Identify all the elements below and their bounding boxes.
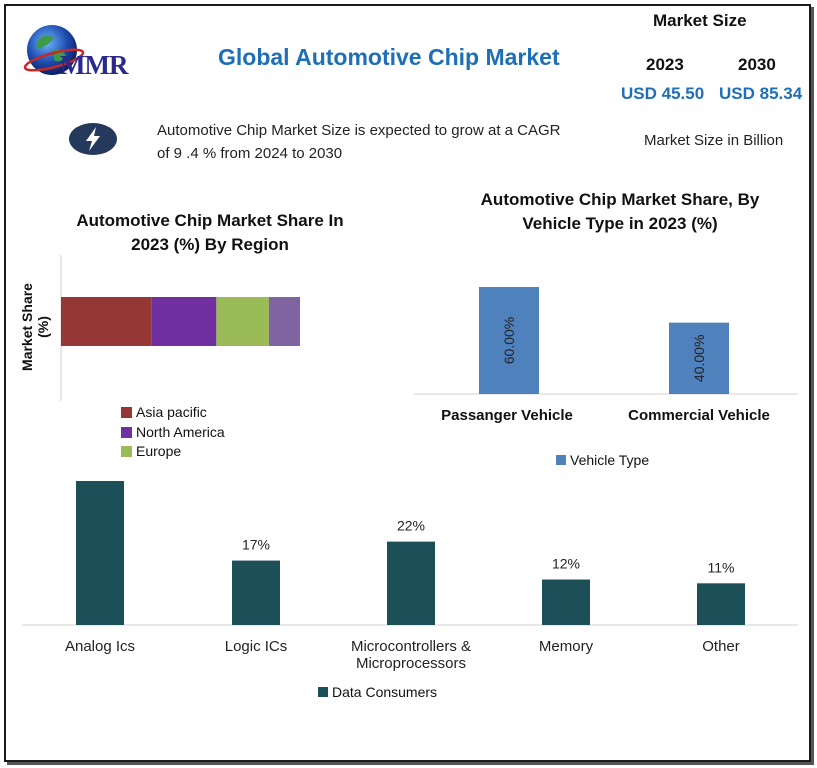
segment-other xyxy=(268,297,300,346)
legend-europe: Europe xyxy=(121,443,225,459)
year-2023: 2023 xyxy=(646,55,684,74)
region-y-axis-label: Market Share (%) xyxy=(19,283,51,371)
legend-label: North America xyxy=(136,424,225,440)
value-2030: USD 85.34 xyxy=(719,84,803,103)
vehicle-legend: Vehicle Type xyxy=(556,452,649,468)
page-title: Global Automotive Chip Market xyxy=(218,44,560,70)
region-stacked-bar-chart xyxy=(60,255,300,401)
data-consumers-bar xyxy=(76,481,124,625)
data-consumers-bar xyxy=(542,579,590,625)
year-2030: 2030 xyxy=(738,55,776,74)
segment-north-america xyxy=(151,297,217,346)
data-consumers-swatch xyxy=(318,687,328,697)
data-consumers-bar xyxy=(387,541,435,625)
cagr-info-line1: Automotive Chip Market Size is expected … xyxy=(157,122,561,139)
region-title-line2: 2023 (%) By Region xyxy=(131,235,289,254)
segment-asia-pacific xyxy=(61,297,152,346)
unit-note: Market Size in Billion xyxy=(644,132,784,149)
vehicle-bar-chart: 60.00% 40.00% xyxy=(414,287,798,395)
region-chart-title: Automotive Chip Market Share In 2023 (%)… xyxy=(50,209,370,257)
data-consumers-bar xyxy=(232,560,280,625)
value-2023: USD 45.50 xyxy=(621,84,705,103)
data-consumers-category-label: Logic ICs xyxy=(224,638,288,655)
legend-label: Europe xyxy=(136,443,182,459)
logo-text: MMR xyxy=(60,50,128,80)
vehicle-type-swatch xyxy=(556,455,566,465)
data-consumers-value-label: 11% xyxy=(708,559,735,575)
cagr-info-line2: of 9 .4 % from 2024 to 2030 xyxy=(157,145,343,162)
segment-europe xyxy=(216,297,269,346)
legend-label: Asia pacific xyxy=(136,404,207,420)
data-consumers-bar xyxy=(697,583,745,625)
vehicle-category-passenger: Passanger Vehicle xyxy=(441,407,573,424)
data-consumers-value-label: 17% xyxy=(242,537,270,553)
data-consumers-value-label: 12% xyxy=(552,556,580,572)
globe-logo-icon xyxy=(23,25,85,75)
legend-label: Data Consumers xyxy=(332,684,438,700)
vehicle-category-commercial: Commercial Vehicle xyxy=(628,407,770,424)
vehicle-chart-title: Automotive Chip Market Share, By Vehicle… xyxy=(455,188,785,236)
data-consumers-category-label: Other xyxy=(702,638,740,655)
legend-label: Vehicle Type xyxy=(570,452,650,468)
cagr-info: Automotive Chip Market Size is expected … xyxy=(157,119,597,165)
legend-asia-pacific: Asia pacific xyxy=(121,404,225,420)
data-consumers-category-label: Analog Ics xyxy=(64,638,136,655)
data-consumers-category-label: Memory xyxy=(538,638,594,655)
region-title-line1: Automotive Chip Market Share In xyxy=(76,211,344,230)
vehicle-title-line1: Automotive Chip Market Share, By xyxy=(480,190,760,209)
vehicle-bar-value-label: 60.00% xyxy=(501,317,517,364)
vehicle-bar-value-label: 40.00% xyxy=(691,335,707,382)
market-size-title: Market Size xyxy=(653,11,747,30)
asia-pacific-swatch xyxy=(121,406,132,418)
vehicle-title-line2: Vehicle Type in 2023 (%) xyxy=(522,214,718,233)
europe-swatch xyxy=(121,445,132,457)
data-consumers-value-label: 22% xyxy=(397,518,425,534)
vehicle-bar xyxy=(669,322,729,394)
vehicle-bar xyxy=(479,287,539,394)
data-consumers-legend: Data Consumers xyxy=(318,684,437,700)
legend-north-america: North America xyxy=(121,424,225,440)
lightning-icon xyxy=(69,123,117,155)
data-consumers-category-label: Microcontrollers & Microprocessors xyxy=(350,638,472,672)
data-consumers-bar-chart: 17% 22% 12% 11% xyxy=(22,481,798,626)
north-america-swatch xyxy=(121,426,132,438)
region-legend: Asia pacific North America Europe xyxy=(121,404,225,459)
